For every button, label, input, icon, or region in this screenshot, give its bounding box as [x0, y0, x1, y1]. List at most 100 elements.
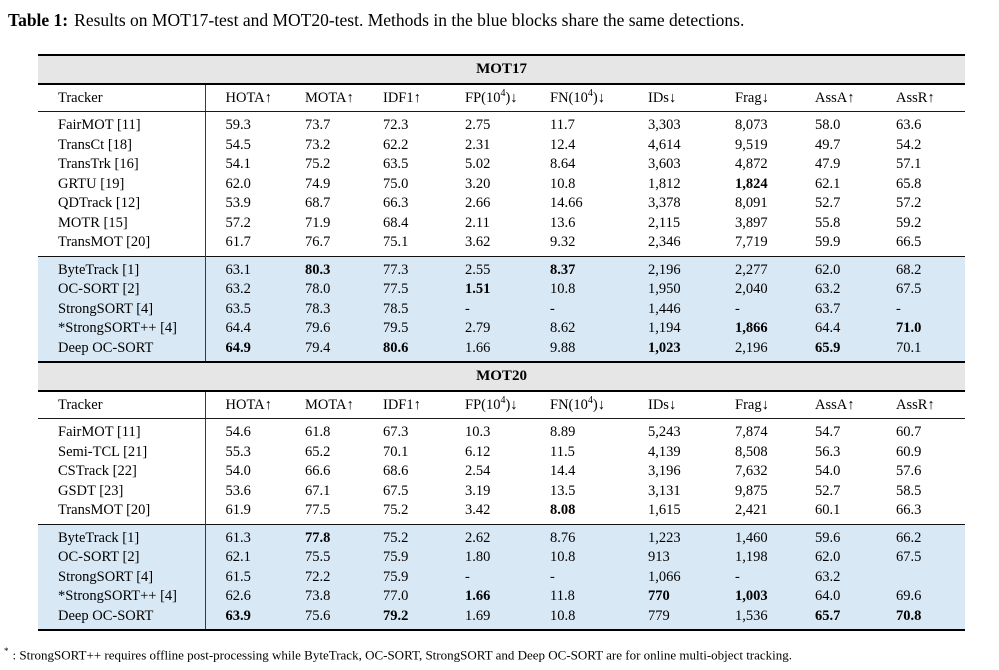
tracker-name: TransTrk [16]	[38, 154, 206, 174]
metric-value: 65.9	[815, 339, 841, 356]
tracker-name: OC-SORT [2]	[38, 547, 206, 567]
metric-value: 9,875	[735, 482, 768, 499]
metric-value: -	[735, 300, 740, 317]
metric-value: 53.6	[225, 482, 251, 499]
footnote-text: : StrongSORT++ requires offline post-pro…	[12, 647, 793, 663]
metric-value: 10.8	[550, 549, 576, 565]
metric-value: 75.5	[305, 549, 331, 565]
column-header-metric: FP(104)↓	[445, 390, 530, 419]
column-header-metric: IDs↓	[628, 390, 715, 419]
metric-value: 8,091	[735, 195, 768, 211]
tracker-name: Deep OC-SORT	[38, 606, 206, 631]
metric-value: 4,614	[648, 136, 681, 153]
metric-value: 64.4	[225, 320, 251, 336]
metric-value: 3,603	[648, 156, 681, 172]
metric-value: 3,378	[648, 195, 681, 211]
metric-value: 63.2	[225, 281, 251, 297]
metric-value: 75.1	[383, 234, 409, 250]
metric-value: 7,719	[735, 234, 768, 250]
metric-value: 62.2	[383, 136, 409, 153]
metric-value: 1,824	[735, 175, 768, 192]
metric-value: 6.12	[465, 443, 491, 460]
section-title-mot17: MOT17	[38, 54, 966, 85]
metric-value: 66.2	[876, 523, 966, 548]
tracker-name: ByteTrack [1]	[38, 255, 206, 280]
metric-value: 9.88	[550, 339, 576, 356]
metric-value: 1,615	[648, 502, 681, 518]
metric-value: 11.5	[550, 443, 575, 460]
metric-value: 10.8	[530, 606, 628, 631]
metric-value: 78.3	[305, 300, 331, 317]
metric-value: 1,003	[735, 588, 768, 604]
tracker-name: *StrongSORT++ [4]	[38, 586, 206, 606]
metric-value: 65.7	[795, 606, 876, 631]
tracker-name: CSTrack [22]	[38, 461, 206, 481]
tracker-name: OC-SORT [2]	[38, 279, 206, 299]
table-row: Deep OC-SORT 63.9 75.6 79.2 1.69 10.8 779 1,536…	[38, 606, 966, 631]
metric-value: 78.5	[383, 300, 409, 317]
table-row: OC-SORT [2] 63.2 78.0 77.5 1.51 10.8 1,950 2,04…	[38, 279, 966, 299]
metric-value: 11.8	[550, 588, 575, 604]
column-header-tracker: Tracker	[38, 390, 206, 419]
metric-value: 1,460	[715, 523, 795, 548]
footnote-marker: *	[4, 646, 9, 656]
metric-value: 14.4	[550, 463, 576, 479]
metric-value: 61.9	[225, 502, 251, 518]
metric-value: 61.7	[225, 234, 251, 250]
metric-value: 63.2	[815, 281, 841, 297]
metric-value: 65.8	[896, 175, 922, 192]
metric-value: 63.2	[815, 568, 841, 585]
exponent-label: 4	[587, 394, 593, 406]
metric-value: 67.1	[305, 482, 331, 499]
metric-value: 53.9	[225, 195, 251, 211]
table-row: StrongSORT [4] 61.5 72.2 75.9 - - 1,066 - 63.2	[38, 567, 966, 587]
metric-value: 59.2	[896, 214, 922, 231]
metric-value: 770	[648, 588, 670, 604]
table-row: ByteTrack [1] 63.1 80.3 77.3 2.55 8.37 2,196 2,…	[38, 255, 966, 280]
metric-value: 70.1	[383, 443, 409, 460]
metric-value: 62.6	[225, 588, 251, 604]
metric-value: 57.6	[896, 463, 922, 479]
metric-value: 13.6	[550, 214, 576, 231]
metric-value: 66.3	[896, 502, 922, 518]
metric-value: 64.9	[225, 339, 251, 356]
metric-value: 75.2	[363, 523, 445, 548]
table-row: CSTrack [22] 54.0 66.6 68.6 2.54 14.4 3,196 7,6…	[38, 461, 965, 481]
metric-value: 2,115	[648, 214, 681, 231]
metric-value: 79.5	[383, 320, 409, 336]
metric-value: 8.64	[550, 156, 576, 172]
metric-value: 8,073	[735, 117, 768, 133]
metric-value: 75.2	[305, 156, 331, 172]
metric-value: 3,303	[648, 117, 681, 133]
metric-value: 75.9	[383, 549, 409, 565]
metric-value: 8,508	[735, 443, 768, 460]
metric-value: 10.8	[550, 281, 576, 297]
metric-value: 66.3	[383, 195, 409, 211]
table-row: FairMOT [11] 54.6 61.8 67.3 10.3 8.89 5,243 7,8…	[38, 418, 965, 442]
tracker-name: TransCt [18]	[38, 135, 206, 155]
metric-value: -	[896, 300, 901, 317]
metric-value: 63.5	[383, 156, 409, 172]
metric-value: 72.3	[383, 117, 409, 133]
metric-value: 59.3	[225, 117, 251, 133]
metric-value: 61.5	[225, 568, 251, 585]
metric-value: 47.9	[815, 156, 841, 172]
metric-value: 63.6	[896, 117, 922, 133]
tracker-name: FairMOT [11]	[38, 418, 206, 442]
metric-value: 62.1	[225, 549, 251, 565]
metric-value: 68.2	[876, 255, 966, 280]
metric-value: 1.51	[465, 281, 491, 297]
metric-value: 1,066	[648, 568, 681, 585]
section-title-mot20: MOT20	[38, 361, 966, 392]
metric-value: 1,194	[648, 320, 681, 336]
metric-value: 75.2	[383, 502, 409, 518]
column-header-metric: FN(104)↓	[530, 83, 628, 112]
metric-value: 52.7	[815, 195, 841, 211]
section-band-row: MOT20	[38, 361, 966, 392]
column-header-metric: IDF1↑	[363, 83, 445, 112]
metric-value: 68.7	[305, 195, 331, 211]
metric-value: 1.66	[465, 339, 491, 356]
metric-value: 70.8	[876, 606, 966, 631]
table-row: *StrongSORT++ [4] 64.4 79.6 79.5 2.79 8.62 1,1…	[38, 318, 966, 338]
